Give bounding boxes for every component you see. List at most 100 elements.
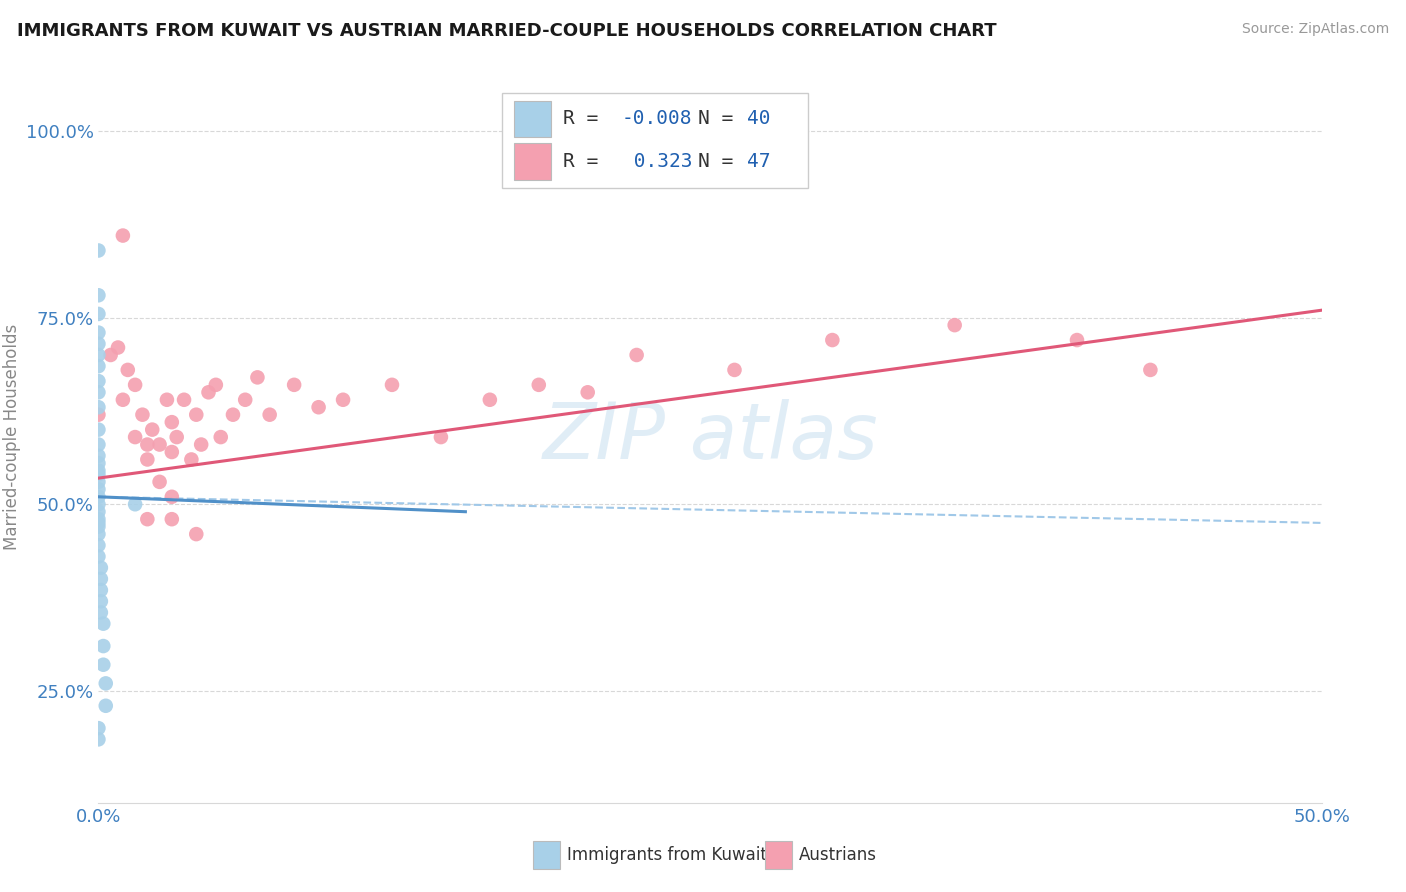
Point (87, 385, 110, 400)
Point (186, 408, 208, 422)
Text: R =: R = (564, 110, 610, 128)
Text: Austrians: Austrians (800, 846, 877, 863)
Point (197, 385, 219, 400)
Point (90, 560, 112, 574)
Y-axis label: Married-couple Households: Married-couple Households (3, 324, 21, 550)
Point (283, 377, 305, 392)
Point (332, 392, 354, 407)
Point (90, 606, 112, 620)
Point (180, 452, 202, 467)
Point (136, 452, 159, 467)
Text: 0.323: 0.323 (621, 153, 693, 171)
Point (87, 359, 110, 374)
Bar (515, 101, 551, 137)
Point (87, 497, 110, 511)
Point (87, 408, 110, 422)
Point (124, 430, 146, 444)
Point (94, 698, 117, 713)
Point (166, 430, 188, 444)
Point (87, 732, 110, 747)
Point (87, 483, 110, 497)
Point (87, 374, 110, 388)
Point (87, 437, 110, 451)
Point (149, 475, 172, 489)
Point (141, 423, 163, 437)
Point (117, 363, 139, 377)
Point (160, 445, 183, 459)
Point (149, 437, 172, 451)
Point (87, 527, 110, 541)
Point (87, 519, 110, 533)
Text: 40: 40 (747, 110, 770, 128)
Point (186, 527, 208, 541)
Point (124, 377, 146, 392)
Point (87, 326, 110, 340)
Bar (515, 144, 551, 180)
Point (90, 583, 112, 598)
Point (1139, 363, 1161, 377)
Point (87, 288, 110, 302)
Point (87, 244, 110, 258)
Point (87, 490, 110, 504)
Point (190, 437, 212, 451)
Point (87, 401, 110, 415)
Point (381, 377, 404, 392)
Point (160, 415, 183, 429)
Text: 47: 47 (747, 153, 770, 171)
Point (222, 408, 245, 422)
Point (87, 449, 110, 463)
Point (87, 505, 110, 519)
Point (107, 341, 129, 355)
Point (478, 392, 501, 407)
Point (233, 392, 256, 407)
Point (131, 408, 153, 422)
Point (87, 512, 110, 526)
Point (205, 377, 228, 392)
Point (87, 549, 110, 564)
Bar (533, 841, 560, 869)
Text: R =: R = (564, 153, 621, 171)
Point (259, 408, 281, 422)
Point (308, 401, 330, 415)
FancyBboxPatch shape (502, 94, 808, 188)
Point (943, 318, 966, 332)
Point (576, 385, 599, 400)
Point (111, 228, 134, 243)
Point (87, 456, 110, 470)
Point (87, 516, 110, 530)
Point (91, 616, 114, 631)
Point (124, 497, 146, 511)
Text: Immigrants from Kuwait: Immigrants from Kuwait (567, 846, 766, 863)
Point (94, 676, 117, 690)
Point (87, 538, 110, 552)
Point (430, 430, 453, 444)
Point (723, 363, 745, 377)
Point (156, 392, 179, 407)
Point (91, 657, 114, 672)
Point (1066, 333, 1088, 347)
Point (821, 333, 844, 347)
Point (87, 336, 110, 351)
Point (527, 377, 550, 392)
Text: N =: N = (697, 153, 745, 171)
Point (136, 512, 159, 526)
Point (87, 475, 110, 489)
Text: ZIP atlas: ZIP atlas (543, 399, 877, 475)
Point (246, 370, 269, 384)
Text: IMMIGRANTS FROM KUWAIT VS AUSTRIAN MARRIED-COUPLE HOUSEHOLDS CORRELATION CHART: IMMIGRANTS FROM KUWAIT VS AUSTRIAN MARRI… (17, 22, 997, 40)
Point (91, 639, 114, 653)
Point (87, 423, 110, 437)
Point (111, 392, 134, 407)
Point (90, 594, 112, 608)
Point (173, 392, 195, 407)
Bar (765, 841, 792, 869)
Point (626, 348, 648, 362)
Point (87, 467, 110, 482)
Text: -0.008: -0.008 (621, 110, 693, 128)
Text: Source: ZipAtlas.com: Source: ZipAtlas.com (1241, 22, 1389, 37)
Point (136, 437, 159, 451)
Point (90, 572, 112, 586)
Point (160, 490, 183, 504)
Point (100, 348, 122, 362)
Point (209, 430, 232, 444)
